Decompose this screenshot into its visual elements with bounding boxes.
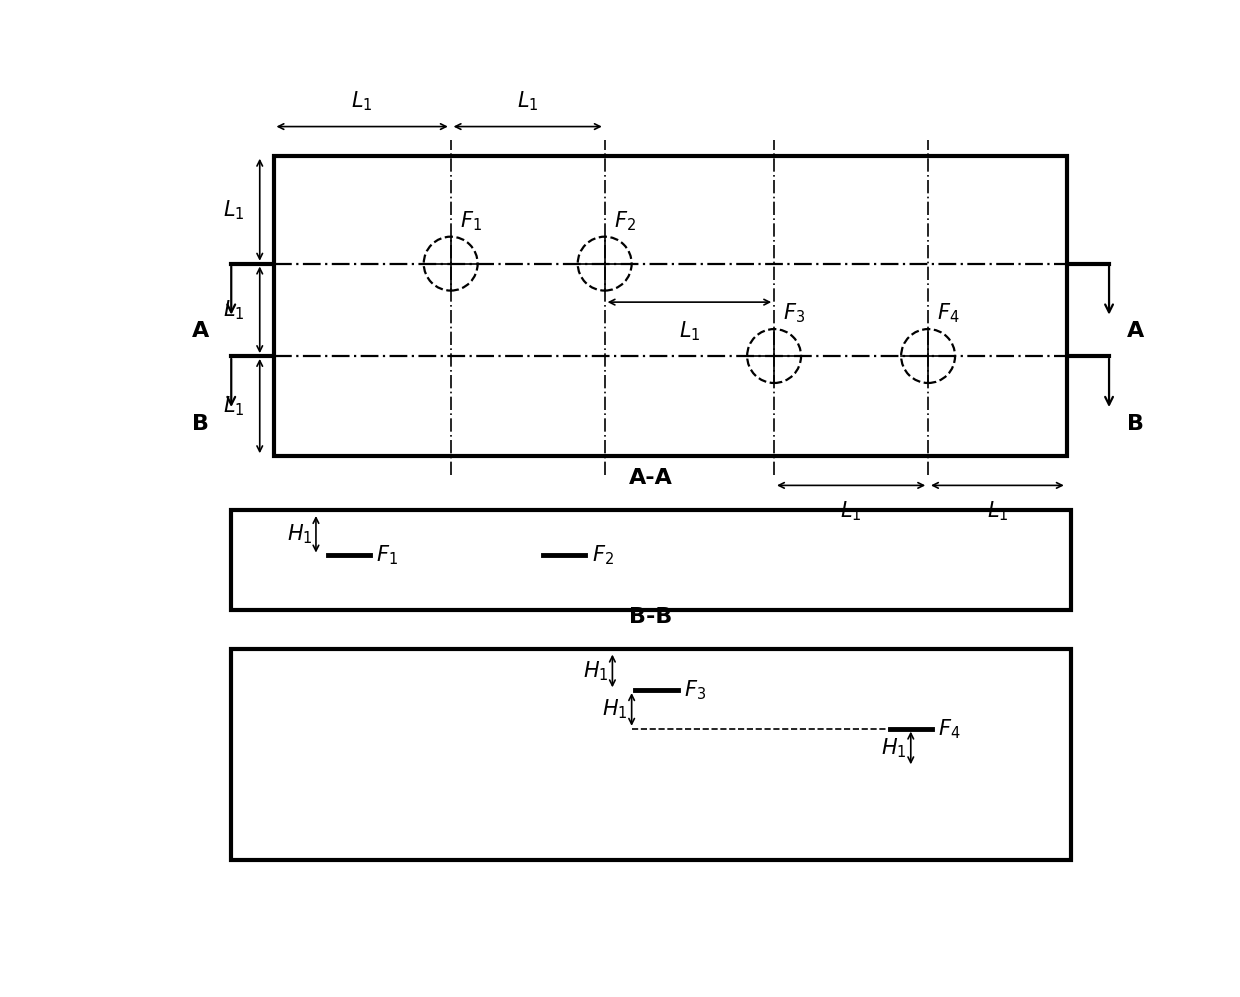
Text: $F_2$: $F_2$ [591,543,614,567]
Text: $F_3$: $F_3$ [684,678,706,702]
Text: $L_1$: $L_1$ [678,319,701,343]
Text: $L_1$: $L_1$ [987,499,1008,522]
Text: B: B [1127,414,1145,434]
Text: $F_4$: $F_4$ [939,717,961,741]
Text: $H_1$: $H_1$ [882,736,906,760]
Text: A: A [192,321,210,341]
Bar [274,156,1066,457]
Text: A: A [1127,321,1145,341]
Text: $H_1$: $H_1$ [603,698,627,721]
Bar [231,510,1070,610]
Text: $F_1$: $F_1$ [460,209,482,233]
Text: $L_1$: $L_1$ [223,198,244,221]
Text: B: B [192,414,210,434]
Bar [231,649,1070,860]
Text: $L_1$: $L_1$ [223,394,244,418]
Text: $F_3$: $F_3$ [784,302,805,325]
Text: $L_1$: $L_1$ [351,89,373,113]
Text: $F_1$: $F_1$ [376,543,398,567]
Text: A-A: A-A [629,469,673,489]
Text: B-B: B-B [629,607,672,627]
Text: $L_1$: $L_1$ [223,298,244,322]
Text: $H_1$: $H_1$ [286,522,312,546]
Text: $F_2$: $F_2$ [614,209,636,233]
Text: $F_4$: $F_4$ [937,302,960,325]
Text: $H_1$: $H_1$ [583,659,609,683]
Text: $L_1$: $L_1$ [517,89,538,113]
Text: $L_1$: $L_1$ [841,499,862,522]
